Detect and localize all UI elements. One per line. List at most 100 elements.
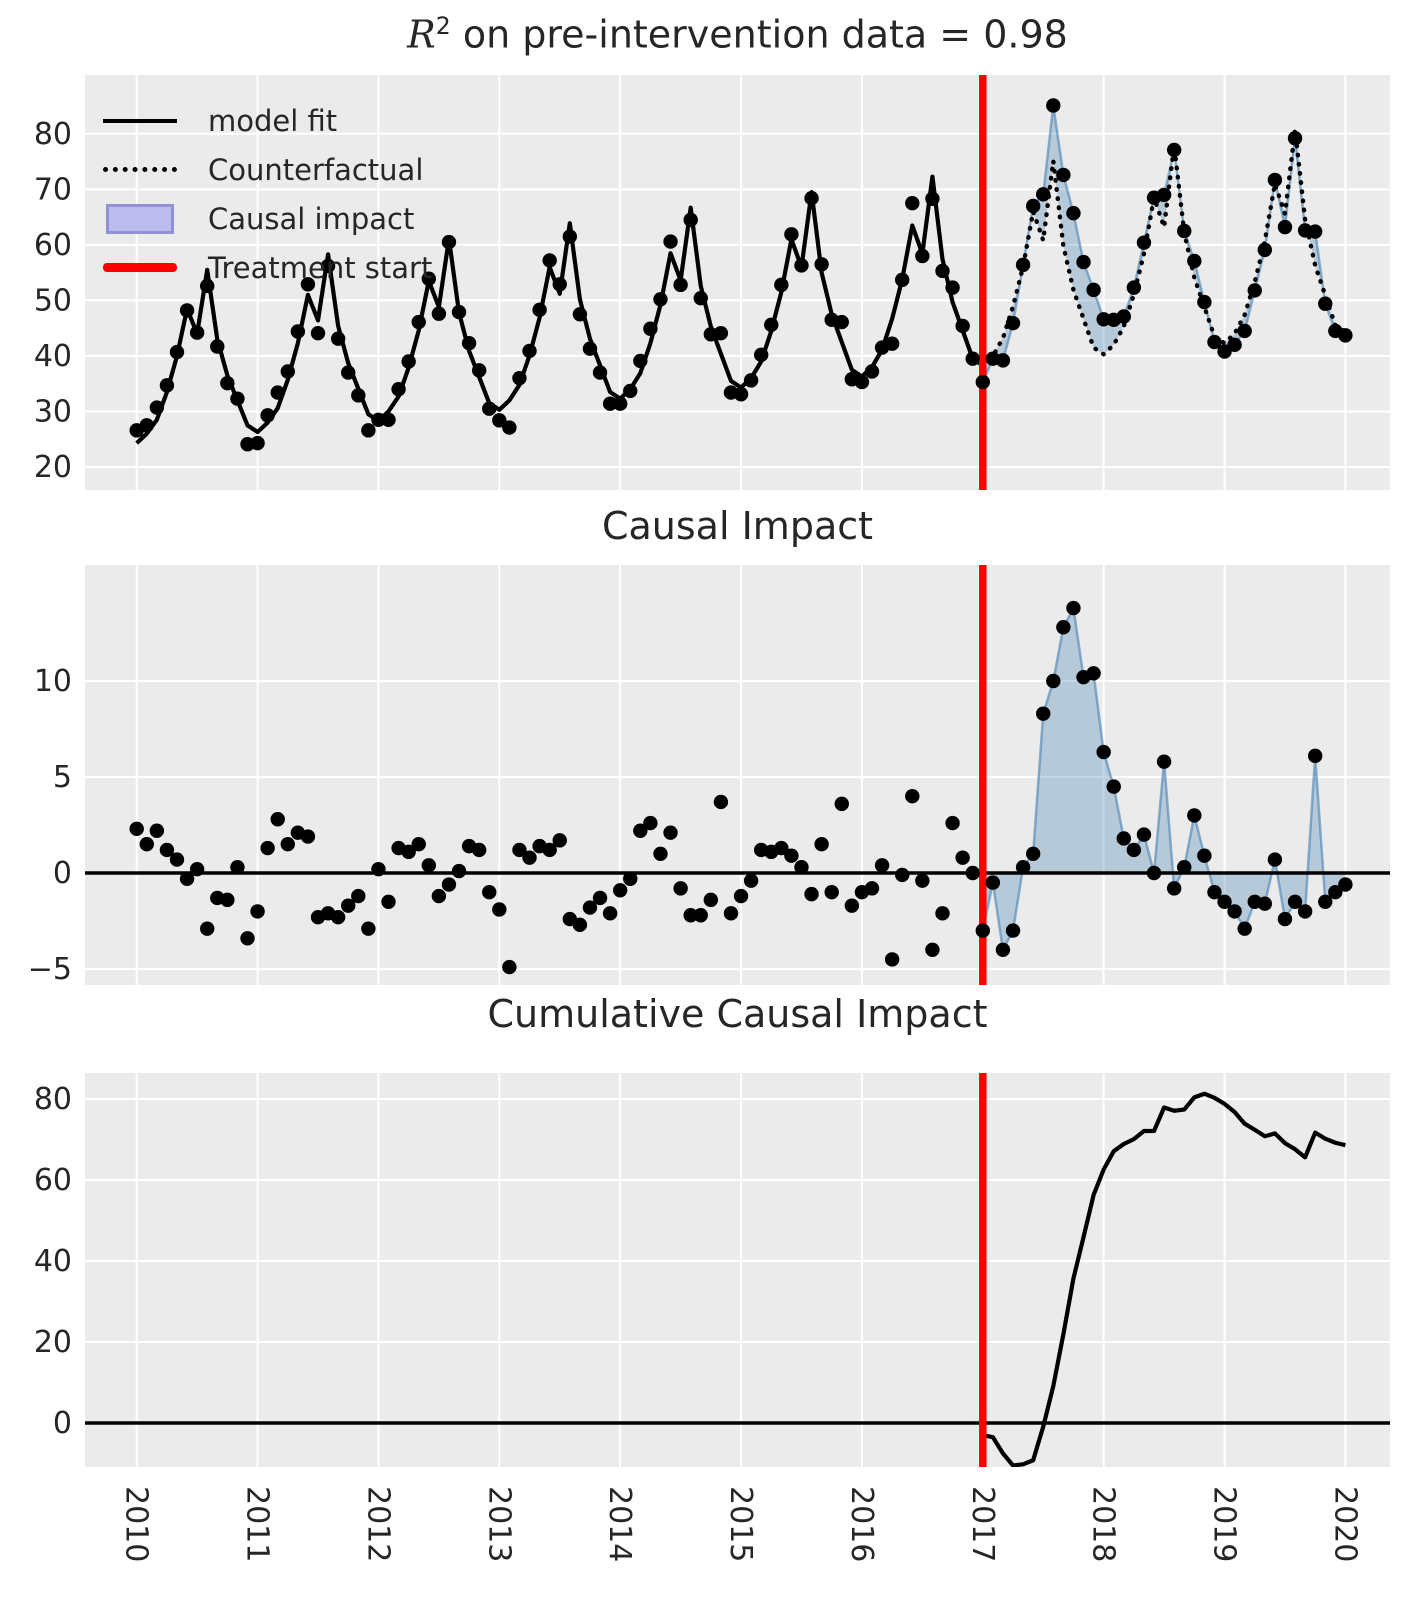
data-point — [884, 336, 900, 351]
data-point — [623, 871, 638, 886]
data-point — [1156, 754, 1172, 769]
data-point — [159, 842, 175, 858]
data-point — [401, 354, 416, 369]
y-tick-label: 40 — [34, 1244, 72, 1279]
data-point — [1287, 894, 1303, 909]
data-point — [411, 837, 426, 852]
x-tick-label: 2017 — [965, 1486, 1000, 1562]
data-point — [1146, 865, 1162, 881]
y-tick-label: 10 — [34, 664, 72, 699]
data-point — [602, 396, 618, 411]
data-point — [683, 908, 698, 923]
data-point — [1126, 280, 1142, 295]
data-point — [1287, 131, 1303, 146]
data-point — [935, 906, 950, 921]
y-axis-labels-panel-1: 10 5 0 −5 — [28, 664, 72, 987]
data-point — [834, 796, 849, 812]
data-point — [884, 952, 900, 967]
data-point — [351, 888, 366, 904]
data-point — [612, 396, 628, 411]
data-point — [1187, 253, 1202, 269]
cumulative-impact-line — [982, 1091, 1346, 1467]
legend-item-causal-impact: Causal impact — [102, 194, 432, 243]
legend-label: Treatment start — [208, 250, 433, 285]
data-point — [1005, 923, 1021, 938]
data-point — [552, 277, 567, 292]
data-point — [693, 290, 708, 306]
y-tick-label: 30 — [34, 394, 72, 429]
model-fit-line — [135, 174, 984, 445]
legend-label: Counterfactual — [208, 152, 424, 187]
panel-background-1 — [85, 565, 1390, 985]
data-point — [1116, 831, 1132, 846]
data-point — [895, 272, 910, 288]
title-r-exponent: 2 — [435, 12, 451, 40]
data-point — [602, 906, 618, 921]
x-tick-label: 2019 — [1207, 1486, 1242, 1562]
data-point — [1187, 808, 1202, 823]
y-axis-labels-panel-0: 80 70 60 50 40 30 20 — [34, 117, 72, 485]
x-tick-label: 2015 — [723, 1486, 758, 1562]
data-point — [451, 304, 467, 320]
data-point — [723, 906, 739, 921]
data-point — [1197, 848, 1212, 863]
data-point — [935, 263, 950, 279]
data-point — [1307, 748, 1323, 764]
x-tick-label: 2020 — [1327, 1486, 1362, 1562]
data-point — [794, 258, 809, 273]
data-point — [381, 412, 396, 427]
data-point — [1066, 600, 1081, 616]
data-point — [482, 885, 497, 900]
data-point — [1036, 187, 1051, 202]
data-point — [945, 280, 960, 295]
data-point — [240, 931, 255, 946]
data-point — [512, 370, 527, 386]
data-point — [572, 307, 588, 322]
data-point — [653, 846, 668, 861]
data-point — [1197, 294, 1212, 310]
data-point — [713, 794, 729, 810]
data-point — [129, 821, 144, 837]
data-point — [532, 302, 547, 318]
data-point — [270, 812, 285, 827]
data-point — [794, 860, 809, 875]
y-tick-label: 40 — [34, 339, 72, 374]
data-point — [854, 374, 870, 390]
data-point — [774, 840, 789, 856]
y-tick-label: 80 — [34, 117, 72, 152]
data-point — [905, 196, 920, 211]
data-point — [643, 815, 658, 831]
data-point — [733, 888, 749, 904]
data-point — [1247, 283, 1262, 298]
data-point — [693, 908, 708, 923]
data-point — [1297, 904, 1313, 919]
data-point — [905, 789, 920, 804]
data-point — [280, 364, 295, 379]
data-point — [260, 840, 275, 856]
data-point — [441, 877, 457, 892]
data-point — [925, 191, 940, 206]
data-point — [965, 351, 980, 366]
data-point — [371, 861, 386, 877]
data-point — [743, 373, 759, 388]
data-point — [1267, 172, 1283, 188]
data-point — [411, 314, 426, 330]
data-point — [502, 959, 517, 975]
patch-swatch-icon — [102, 203, 178, 234]
y-tick-label: 60 — [34, 1163, 72, 1198]
data-point — [713, 325, 729, 341]
data-point — [139, 418, 154, 433]
data-point — [431, 888, 447, 904]
data-point — [1156, 187, 1172, 203]
x-tick-label: 2014 — [602, 1486, 637, 1562]
data-point — [784, 227, 799, 242]
solid-line-swatch-icon — [102, 118, 178, 123]
data-point — [864, 364, 880, 379]
data-point — [663, 825, 678, 840]
data-point — [623, 383, 638, 399]
data-point — [774, 277, 789, 293]
data-point — [280, 837, 295, 852]
x-tick-label: 2012 — [360, 1486, 395, 1562]
data-point — [421, 858, 437, 873]
